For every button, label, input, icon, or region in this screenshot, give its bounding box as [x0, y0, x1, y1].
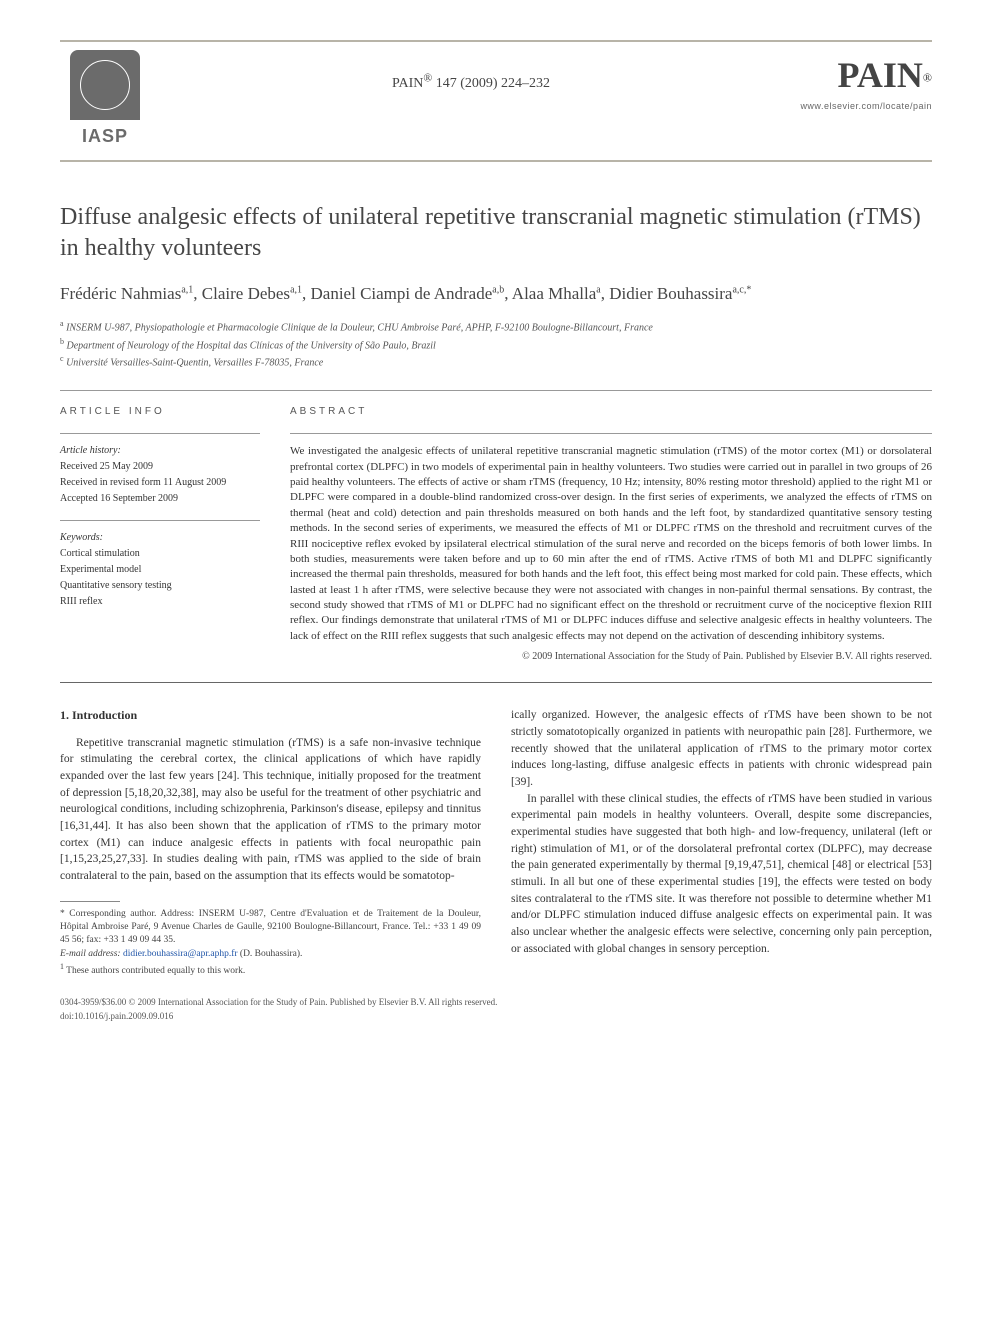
history-item: Received 25 May 2009: [60, 460, 260, 474]
affiliation: a INSERM U-987, Physiopathologie et Phar…: [60, 318, 932, 335]
body-columns: 1. Introduction Repetitive transcranial …: [60, 707, 932, 978]
elsevier-url[interactable]: www.elsevier.com/locate/pain: [792, 100, 932, 113]
keyword: Experimental model: [60, 563, 260, 577]
iasp-logo: IASP: [60, 50, 150, 150]
abstract-heading: ABSTRACT: [290, 405, 932, 419]
abstract-column: ABSTRACT We investigated the analgesic e…: [290, 405, 932, 664]
author: Alaa Mhallaa: [512, 284, 601, 303]
citation-link[interactable]: [24]: [217, 770, 236, 782]
body-paragraph: Repetitive transcranial magnetic stimula…: [60, 735, 481, 885]
email-line: E-mail address: didier.bouhassira@apr.ap…: [60, 948, 481, 961]
article-info-sidebar: ARTICLE INFO Article history: Received 2…: [60, 405, 260, 664]
keywords-label: Keywords:: [60, 531, 260, 545]
body-column-right: ically organized. However, the analgesic…: [511, 707, 932, 978]
affiliation: b Department of Neurology of the Hospita…: [60, 336, 932, 353]
pain-logo-block: PAIN® www.elsevier.com/locate/pain: [792, 50, 932, 113]
journal-volume-pages: 147 (2009) 224–232: [432, 76, 550, 91]
history-item: Received in revised form 11 August 2009: [60, 476, 260, 490]
body-column-left: 1. Introduction Repetitive transcranial …: [60, 707, 481, 978]
citation-link[interactable]: [1,15,23,25,27,33]: [60, 853, 145, 865]
section-heading: 1. Introduction: [60, 707, 481, 724]
citation-link[interactable]: [48]: [832, 859, 851, 871]
citation-link[interactable]: [39]: [511, 776, 530, 788]
divider: [60, 433, 260, 434]
email-link[interactable]: didier.bouhassira@apr.aphp.fr: [123, 949, 238, 959]
reg-mark: ®: [423, 71, 432, 84]
iasp-globe-icon: [70, 50, 140, 120]
citation-link[interactable]: [16,31,44]: [60, 820, 108, 832]
author: Claire Debesa,1: [202, 284, 302, 303]
body-paragraph: In parallel with these clinical studies,…: [511, 791, 932, 958]
journal-name: PAIN: [392, 76, 423, 91]
affiliation-list: a INSERM U-987, Physiopathologie et Phar…: [60, 318, 932, 370]
article-info-heading: ARTICLE INFO: [60, 405, 260, 419]
journal-header: IASP PAIN® 147 (2009) 224–232 PAIN® www.…: [60, 40, 932, 162]
abstract-copyright: © 2009 International Association for the…: [290, 650, 932, 664]
body-paragraph: ically organized. However, the analgesic…: [511, 707, 932, 790]
equal-contribution-note: 1 These authors contributed equally to t…: [60, 961, 481, 978]
keyword: Quantitative sensory testing: [60, 579, 260, 593]
iasp-label: IASP: [82, 124, 128, 149]
keyword: RIII reflex: [60, 595, 260, 609]
info-abstract-section: ARTICLE INFO Article history: Received 2…: [60, 405, 932, 664]
author-list: Frédéric Nahmiasa,1, Claire Debesa,1, Da…: [60, 282, 932, 306]
citation-link[interactable]: [28]: [829, 726, 848, 738]
footnote-divider: [60, 901, 120, 902]
doi: doi:10.1016/j.pain.2009.09.016: [60, 1010, 932, 1024]
pain-reg-mark: ®: [923, 71, 932, 85]
author: Daniel Ciampi de Andradea,b: [311, 284, 505, 303]
corresponding-author-note: * Corresponding author. Address: INSERM …: [60, 908, 481, 948]
divider: [60, 390, 932, 391]
footnotes: * Corresponding author. Address: INSERM …: [60, 908, 481, 979]
author: Didier Bouhassiraa,c,*: [609, 284, 751, 303]
divider: [60, 682, 932, 683]
abstract-text: We investigated the analgesic effects of…: [290, 444, 932, 644]
journal-reference: PAIN® 147 (2009) 224–232: [150, 50, 792, 93]
article-title: Diffuse analgesic effects of unilateral …: [60, 202, 932, 264]
doi-footer: 0304-3959/$36.00 © 2009 International As…: [60, 996, 932, 1023]
pain-logo-text: PAIN: [838, 55, 923, 95]
divider: [290, 433, 932, 434]
keyword: Cortical stimulation: [60, 547, 260, 561]
author: Frédéric Nahmiasa,1: [60, 284, 193, 303]
citation-link[interactable]: [53]: [913, 859, 932, 871]
affiliation: c Université Versailles-Saint-Quentin, V…: [60, 353, 932, 370]
citation-link[interactable]: [9,19,47,51]: [725, 859, 782, 871]
history-item: Accepted 16 September 2009: [60, 492, 260, 506]
history-label: Article history:: [60, 444, 260, 458]
divider: [60, 520, 260, 521]
issn-copyright: 0304-3959/$36.00 © 2009 International As…: [60, 996, 932, 1010]
citation-link[interactable]: [19]: [758, 876, 777, 888]
citation-link[interactable]: [5,18,20,32,38]: [125, 787, 196, 799]
